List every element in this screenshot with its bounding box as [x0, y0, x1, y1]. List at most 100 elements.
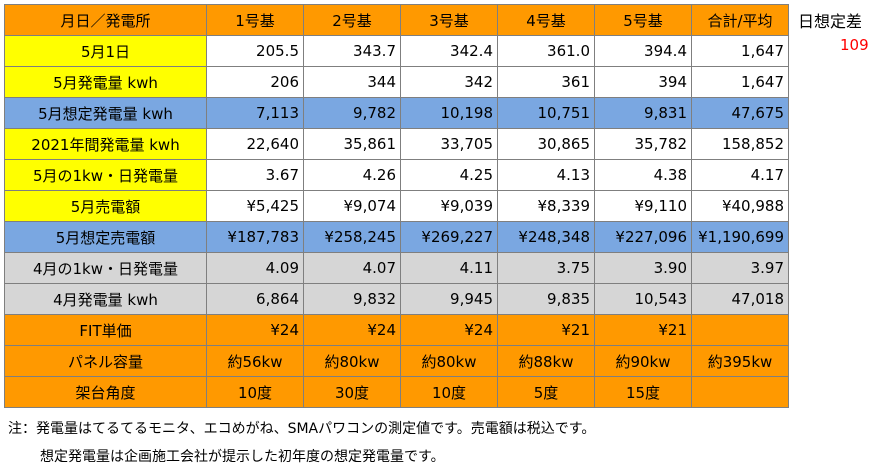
table-cell: 344 — [303, 66, 401, 98]
table-cell: 4.11 — [400, 252, 498, 284]
table-cell: ¥1,190,699 — [691, 221, 789, 253]
table-cell: 35,861 — [303, 128, 401, 160]
table-cell: ¥187,783 — [206, 221, 304, 253]
table-cell: 10,543 — [594, 283, 692, 315]
table-cell: ¥21 — [497, 314, 595, 346]
table-cell — [691, 376, 789, 408]
table-cell: ¥248,348 — [497, 221, 595, 253]
table-row: 5月の1kw・日発電量 3.67 4.26 4.25 4.13 4.38 4.1… — [4, 159, 789, 191]
table-cell: ¥24 — [206, 314, 304, 346]
table-cell: 22,640 — [206, 128, 304, 160]
table-row: 5月1日 205.5 343.7 342.4 361.0 394.4 1,647 — [4, 35, 789, 67]
table-cell: ¥21 — [594, 314, 692, 346]
table-row: 架台角度 10度 30度 10度 5度 15度 — [4, 376, 789, 408]
table-cell: 約90kw — [594, 345, 692, 377]
table-row: FIT単価 ¥24 ¥24 ¥24 ¥21 ¥21 — [4, 314, 789, 346]
table-cell: 4.09 — [206, 252, 304, 284]
daily-expected-diff-label: 日想定差 — [798, 12, 863, 31]
table-cell: 4.38 — [594, 159, 692, 191]
row-label: 架台角度 — [4, 376, 207, 408]
table-cell: 4.26 — [303, 159, 401, 191]
table-cell: 158,852 — [691, 128, 789, 160]
table-cell: 7,113 — [206, 97, 304, 129]
table-cell: 394 — [594, 66, 692, 98]
table-cell: 35,782 — [594, 128, 692, 160]
table-cell: 1,647 — [691, 35, 789, 67]
table-row: 5月売電額 ¥5,425 ¥9,074 ¥9,039 ¥8,339 ¥9,110… — [4, 190, 789, 222]
row-label: 5月1日 — [4, 35, 207, 67]
table-row: 5月想定発電量 kwh 7,113 9,782 10,198 10,751 9,… — [4, 97, 789, 129]
table-row: 5月発電量 kwh 206 344 342 361 394 1,647 — [4, 66, 789, 98]
row-label: 5月想定発電量 kwh — [4, 97, 207, 129]
table-cell: 3.90 — [594, 252, 692, 284]
header-unit-4: 4号基 — [497, 4, 595, 36]
table-cell: 4.17 — [691, 159, 789, 191]
table-cell: ¥9,039 — [400, 190, 498, 222]
table-cell: 206 — [206, 66, 304, 98]
generation-table: 月日／発電所 1号基 2号基 3号基 4号基 5号基 合計/平均 5月1日 20… — [4, 4, 789, 408]
table-cell: 10,751 — [497, 97, 595, 129]
table-cell: 約80kw — [303, 345, 401, 377]
table-cell: 9,782 — [303, 97, 401, 129]
table-cell: 15度 — [594, 376, 692, 408]
table-cell: 10,198 — [400, 97, 498, 129]
row-label: パネル容量 — [4, 345, 207, 377]
table-cell: 205.5 — [206, 35, 304, 67]
header-row: 月日／発電所 1号基 2号基 3号基 4号基 5号基 合計/平均 — [4, 4, 789, 36]
table-cell: ¥8,339 — [497, 190, 595, 222]
table-cell: 4.25 — [400, 159, 498, 191]
header-unit-1: 1号基 — [206, 4, 304, 36]
table-cell: 約395kw — [691, 345, 789, 377]
table-cell: 4.13 — [497, 159, 595, 191]
table-cell: ¥258,245 — [303, 221, 401, 253]
daily-expected-diff-value: 109 — [840, 36, 869, 54]
header-unit-5: 5号基 — [594, 4, 692, 36]
footnote-expected: 想定発電量は企画施工会社が提示した初年度の想定発電量です。 — [40, 449, 445, 465]
table-cell: 361 — [497, 66, 595, 98]
table-cell: 343.7 — [303, 35, 401, 67]
table-cell: 約56kw — [206, 345, 304, 377]
table-cell: 30度 — [303, 376, 401, 408]
table-cell: 3.97 — [691, 252, 789, 284]
table-cell: ¥227,096 — [594, 221, 692, 253]
header-unit-3: 3号基 — [400, 4, 498, 36]
table-cell: ¥9,110 — [594, 190, 692, 222]
table-row: パネル容量 約56kw 約80kw 約80kw 約88kw 約90kw 約395… — [4, 345, 789, 377]
table-cell: 342.4 — [400, 35, 498, 67]
table-cell: 47,675 — [691, 97, 789, 129]
row-label: 5月の1kw・日発電量 — [4, 159, 207, 191]
footnote-measurement: 注：発電量はてるてるモニタ、エコめがね、SMAパワコンの測定値です。売電額は税込… — [8, 421, 596, 437]
table-cell: 約88kw — [497, 345, 595, 377]
table-row: 2021年間発電量 kwh 22,640 35,861 33,705 30,86… — [4, 128, 789, 160]
table-cell: 10度 — [206, 376, 304, 408]
table-cell: ¥269,227 — [400, 221, 498, 253]
header-total: 合計/平均 — [691, 4, 789, 36]
header-corner: 月日／発電所 — [4, 4, 207, 36]
table-cell: 33,705 — [400, 128, 498, 160]
table-row: 5月想定売電額 ¥187,783 ¥258,245 ¥269,227 ¥248,… — [4, 221, 789, 253]
table-cell: 約80kw — [400, 345, 498, 377]
table-cell: 9,835 — [497, 283, 595, 315]
row-label: 4月発電量 kwh — [4, 283, 207, 315]
table-cell: 9,945 — [400, 283, 498, 315]
row-label: 5月発電量 kwh — [4, 66, 207, 98]
table-cell: 342 — [400, 66, 498, 98]
table-cell: 6,864 — [206, 283, 304, 315]
table-cell: 4.07 — [303, 252, 401, 284]
table-cell: 30,865 — [497, 128, 595, 160]
table-row: 4月の1kw・日発電量 4.09 4.07 4.11 3.75 3.90 3.9… — [4, 252, 789, 284]
table-cell — [691, 314, 789, 346]
table-cell: 10度 — [400, 376, 498, 408]
table-cell: ¥9,074 — [303, 190, 401, 222]
table-cell: 3.75 — [497, 252, 595, 284]
table-row: 4月発電量 kwh 6,864 9,832 9,945 9,835 10,543… — [4, 283, 789, 315]
table-cell: 361.0 — [497, 35, 595, 67]
table-cell: ¥24 — [400, 314, 498, 346]
row-label: 5月売電額 — [4, 190, 207, 222]
table-cell: ¥5,425 — [206, 190, 304, 222]
table-cell: 47,018 — [691, 283, 789, 315]
table-cell: 9,832 — [303, 283, 401, 315]
row-label: 5月想定売電額 — [4, 221, 207, 253]
row-label: FIT単価 — [4, 314, 207, 346]
table-cell: 9,831 — [594, 97, 692, 129]
